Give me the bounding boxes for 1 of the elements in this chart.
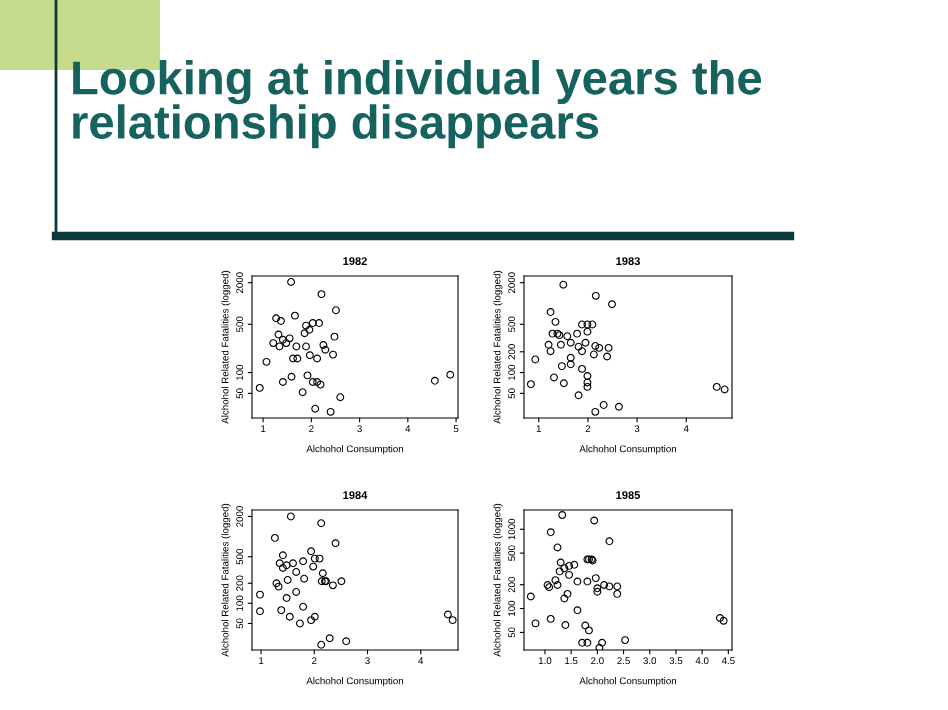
text: Looking at individual years the relationship disappears (73, 60, 762, 149)
